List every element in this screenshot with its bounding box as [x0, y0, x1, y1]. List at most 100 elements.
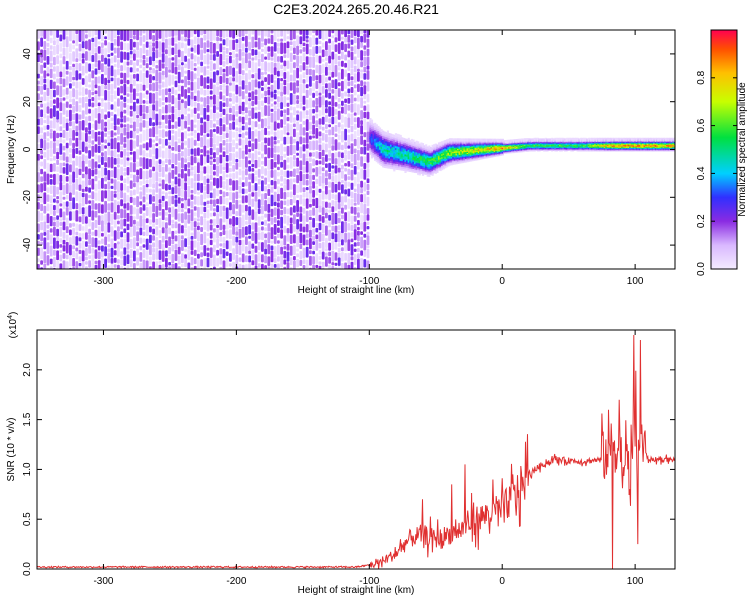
noise-cell — [158, 240, 162, 250]
noise-cell — [280, 169, 283, 176]
signal-cell — [375, 130, 378, 134]
noise-cell — [286, 179, 290, 191]
noise-cell — [219, 143, 223, 153]
noise-cell — [187, 80, 191, 86]
noise-cell — [229, 130, 232, 142]
noise-cell — [337, 151, 341, 158]
noise-cell — [286, 234, 290, 242]
noise-cell — [302, 144, 306, 152]
noise-cell — [277, 193, 280, 202]
noise-cell — [296, 258, 299, 268]
noise-cell — [225, 77, 229, 85]
noise-cell — [363, 94, 367, 100]
noise-cell — [69, 128, 72, 138]
noise-cell — [293, 138, 296, 144]
noise-cell — [328, 209, 331, 213]
signal-cell — [409, 163, 412, 167]
noise-cell — [296, 114, 299, 121]
noise-cell — [123, 255, 127, 266]
signal-cell — [407, 152, 410, 156]
noise-cell — [296, 253, 299, 258]
noise-cell — [113, 137, 117, 150]
noise-cell — [273, 145, 277, 153]
signal-cell — [426, 170, 429, 174]
noise-cell — [312, 241, 315, 245]
noise-cell — [177, 187, 181, 197]
noise-cell — [49, 216, 53, 227]
noise-cell — [267, 188, 271, 196]
signal-cell — [417, 148, 420, 152]
signal-cell — [407, 154, 410, 158]
noise-cell — [261, 205, 264, 215]
noise-cell — [107, 30, 111, 40]
noise-cell — [72, 211, 75, 221]
noise-cell — [117, 157, 120, 165]
noise-cell — [267, 86, 271, 90]
noise-cell — [184, 140, 187, 146]
signal-cell — [380, 135, 383, 139]
signal-cell — [418, 162, 421, 166]
noise-cell — [193, 173, 197, 182]
signal-cell — [404, 160, 407, 164]
noise-cell — [56, 122, 59, 131]
noise-cell — [97, 113, 101, 124]
noise-cell — [37, 126, 40, 134]
noise-cell — [53, 73, 56, 80]
noise-cell — [200, 149, 203, 153]
noise-cell — [225, 47, 229, 54]
signal-cell — [420, 144, 423, 148]
noise-cell — [97, 76, 101, 84]
noise-cell — [165, 240, 168, 248]
noise-cell — [277, 56, 280, 62]
noise-cell — [62, 47, 66, 56]
noise-cell — [325, 83, 328, 89]
noise-cell — [254, 245, 258, 253]
noise-cell — [229, 123, 232, 130]
noise-cell — [81, 154, 85, 161]
noise-cell — [264, 227, 267, 231]
noise-cell — [152, 172, 155, 184]
noise-cell — [267, 137, 271, 146]
noise-cell — [341, 92, 344, 99]
noise-cell — [353, 36, 357, 44]
noise-cell — [200, 170, 203, 181]
noise-cell — [46, 87, 50, 96]
signal-cell — [388, 137, 391, 141]
noise-cell — [133, 49, 136, 54]
noise-cell — [136, 30, 139, 41]
noise-cell — [59, 85, 63, 98]
noise-cell — [145, 202, 149, 207]
noise-cell — [158, 84, 162, 89]
noise-cell — [161, 122, 165, 129]
signal-cell — [415, 152, 418, 156]
noise-cell — [299, 74, 303, 84]
noise-cell — [203, 66, 207, 76]
signal-cell — [426, 159, 429, 163]
signal-cell — [407, 148, 410, 152]
signal-cell — [391, 162, 394, 166]
noise-cell — [91, 169, 95, 177]
noise-cell — [197, 222, 200, 226]
noise-cell — [235, 217, 239, 226]
noise-cell — [337, 265, 341, 269]
noise-cell — [216, 81, 219, 86]
noise-cell — [56, 30, 59, 38]
noise-cell — [363, 156, 367, 162]
signal-cell — [383, 152, 386, 156]
noise-cell — [155, 160, 159, 171]
noise-cell — [187, 249, 191, 260]
noise-cell — [273, 258, 277, 264]
noise-cell — [209, 192, 213, 199]
noise-cell — [145, 152, 149, 157]
noise-cell — [206, 200, 210, 205]
noise-cell — [261, 141, 264, 152]
noise-cell — [325, 268, 328, 269]
noise-cell — [267, 197, 271, 204]
signal-cell — [412, 153, 415, 157]
noise-cell — [293, 205, 296, 213]
noise-cell — [273, 110, 277, 122]
signal-cell — [401, 144, 404, 148]
signal-cell — [409, 149, 412, 153]
noise-cell — [104, 225, 107, 236]
